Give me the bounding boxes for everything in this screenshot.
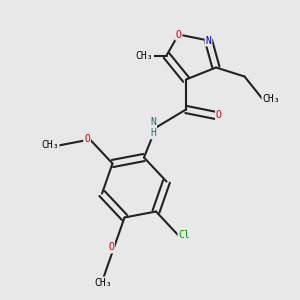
Text: N: N	[206, 35, 212, 46]
Text: O: O	[108, 242, 114, 253]
Text: CH₃: CH₃	[95, 278, 112, 287]
Text: CH₃: CH₃	[135, 50, 153, 61]
Text: O: O	[176, 29, 182, 40]
Text: Cl: Cl	[178, 230, 190, 241]
Text: CH₃: CH₃	[262, 94, 280, 104]
Text: CH₃: CH₃	[41, 140, 58, 151]
Text: O: O	[216, 110, 222, 121]
Text: N
H: N H	[150, 117, 156, 138]
Text: O: O	[84, 134, 90, 145]
